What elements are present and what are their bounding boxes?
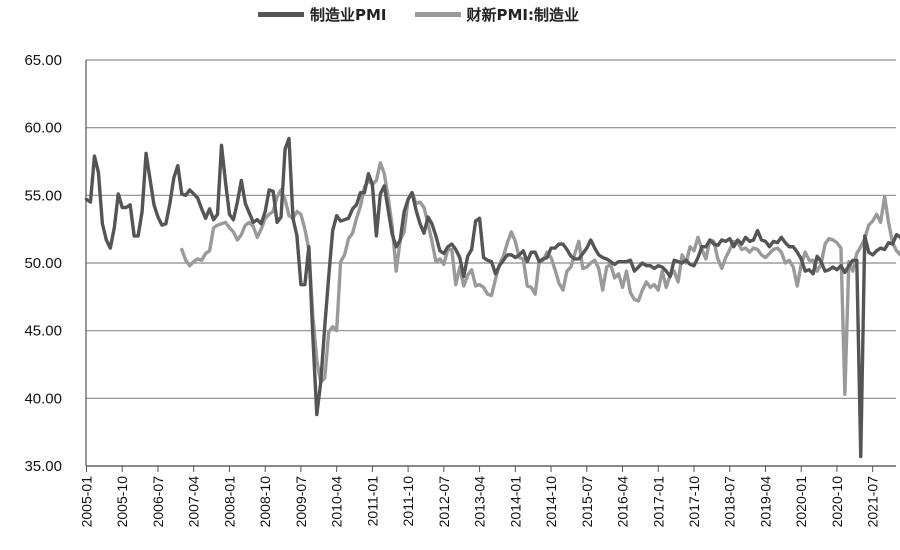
y-tick-label: 60.00 (24, 120, 62, 137)
series-line-caixin-pmi (180, 161, 900, 396)
x-tick-label: 2020-10 (829, 476, 845, 528)
x-tick-label: 2013-04 (472, 476, 488, 528)
x-tick-label: 2017-01 (650, 476, 666, 528)
y-tick-label: 35.00 (24, 458, 62, 475)
x-tick-label: 2011-10 (400, 476, 416, 527)
y-axis: 65.00 60.00 55.00 50.00 45.00 40.00 35.00 (24, 52, 87, 475)
x-tick-label: 2018-07 (722, 476, 738, 528)
legend: 制造业PMI 财新PMI:制造业 (258, 4, 607, 25)
y-tick-label: 65.00 (24, 52, 62, 69)
x-tick-label: 2019-04 (757, 476, 773, 528)
y-tick-label: 40.00 (24, 390, 62, 407)
x-tick-label: 2014-01 (507, 476, 523, 528)
x-tick-label: 2009-07 (293, 476, 309, 528)
legend-item-caixin-pmi: 财新PMI:制造业 (414, 4, 580, 25)
x-tick-label: 2020-01 (793, 476, 809, 528)
x-tick-label: 2012-07 (436, 476, 452, 528)
legend-swatch-caixin-pmi (414, 12, 461, 17)
x-tick-label: 2010-04 (329, 476, 345, 528)
legend-item-manufacturing-pmi: 制造业PMI (258, 4, 387, 25)
x-tick-label: 2007-04 (186, 476, 202, 528)
x-tick-label: 2006-07 (150, 476, 166, 528)
x-tick-label: 2008-01 (221, 476, 237, 528)
x-axis: 2005-01 2005-10 2006-07 2007-04 2008-01 2008-… (79, 465, 896, 528)
y-tick-label: 45.00 (24, 323, 62, 340)
series-line-manufacturing-pmi (84, 136, 900, 459)
legend-label-caixin-pmi: 财新PMI:制造业 (466, 6, 580, 24)
x-tick-label: 2008-10 (257, 476, 273, 528)
legend-label-manufacturing-pmi: 制造业PMI (310, 6, 387, 24)
x-tick-label: 2015-07 (579, 476, 595, 528)
x-tick-label: 2005-10 (114, 476, 130, 528)
legend-swatch-manufacturing-pmi (258, 12, 304, 17)
x-tick-label: 2017-10 (686, 476, 702, 528)
y-tick-label: 55.00 (24, 187, 62, 204)
x-tick-label: 2011-01 (364, 476, 380, 527)
x-tick-label: 2016-04 (615, 476, 631, 528)
x-tick-label: 2021-07 (865, 476, 881, 528)
series-group (84, 136, 900, 459)
x-tick-label: 2005-01 (79, 476, 95, 528)
x-tick-label: 2014-10 (543, 476, 559, 528)
y-tick-label: 50.00 (24, 255, 62, 272)
